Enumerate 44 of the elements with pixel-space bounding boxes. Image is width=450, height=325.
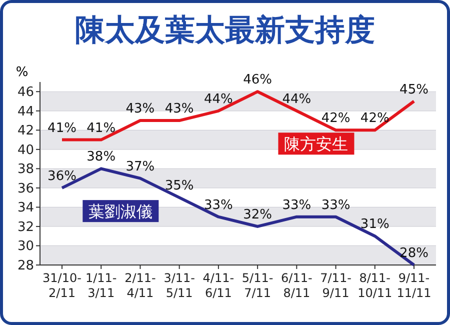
data-label: 46% (243, 72, 272, 88)
data-label: 43% (164, 102, 194, 117)
data-label: 35% (164, 178, 194, 194)
y-tick-label: 44 (17, 104, 34, 120)
data-label: 31% (360, 217, 390, 232)
data-label: 33% (321, 198, 350, 213)
y-tick-label: 40 (17, 142, 34, 158)
data-label: 28% (400, 246, 428, 261)
y-tick-label: 36 (17, 181, 34, 196)
data-label: 33% (204, 198, 233, 213)
series-label: 葉劉淑儀 (88, 202, 153, 222)
x-tick-label: 2/11-4/11 (124, 271, 156, 300)
x-tick-label: 7/11-9/11 (320, 271, 352, 300)
x-tick-label: 6/11-8/11 (281, 271, 312, 300)
y-tick-label: 42 (17, 124, 34, 139)
data-label: 42% (321, 111, 350, 126)
y-tick-label: 30 (17, 239, 34, 254)
x-tick-label: 5/11-7/11 (242, 271, 274, 300)
data-label: 36% (48, 168, 76, 184)
data-label: 41% (48, 120, 76, 136)
data-label: 45% (400, 82, 428, 98)
x-tick-label: 1/11-3/11 (85, 271, 117, 300)
y-tick-label: 32 (17, 220, 34, 235)
y-tick-label: 46 (17, 85, 34, 100)
data-label: 32% (243, 207, 272, 222)
data-label: 33% (282, 198, 312, 213)
x-tick-label: 4/11-6/11 (202, 271, 234, 300)
data-label: 38% (86, 150, 116, 165)
x-tick-label: 31/10-2/11 (42, 271, 82, 300)
data-label: 44% (204, 92, 233, 107)
y-tick-label: 28 (17, 258, 34, 274)
x-tick-label: 8/11-10/11 (358, 271, 392, 300)
data-label: 43% (126, 102, 155, 117)
x-tick-label: 9/11-11/11 (396, 271, 432, 300)
x-tick-label: 3/11-5/11 (164, 271, 195, 300)
data-label: 44% (282, 92, 312, 107)
y-axis-title: % (16, 65, 28, 80)
series-label: 陳方安生 (284, 134, 348, 154)
y-tick-label: 34 (17, 200, 34, 216)
data-label: 41% (86, 120, 116, 136)
data-label: 37% (126, 159, 155, 174)
chart-title: 陳太及葉太最新支持度 (75, 13, 375, 48)
data-label: 42% (360, 111, 390, 126)
y-tick-label: 38 (17, 162, 34, 178)
